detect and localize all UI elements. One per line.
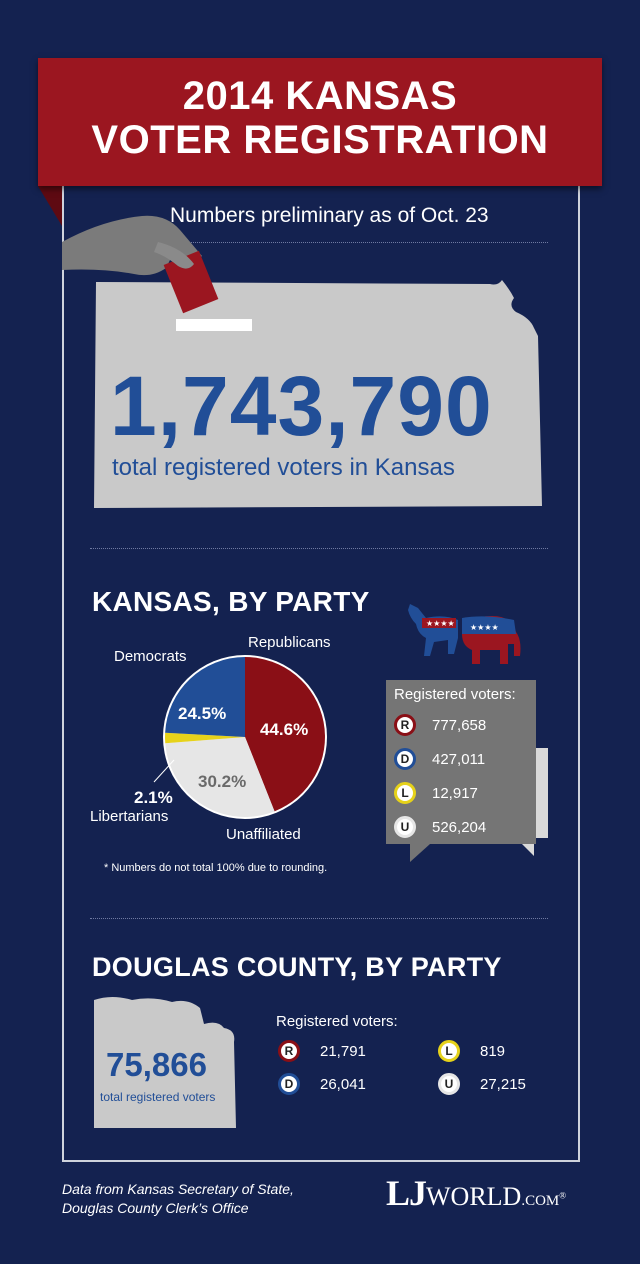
section-title-douglas-party: DOUGLAS COUNTY, BY PARTY bbox=[92, 952, 502, 982]
pie-percent-republicans: 44.6% bbox=[260, 720, 309, 739]
party-pie-chart bbox=[163, 655, 327, 819]
kansas-value-libertarian: 12,917 bbox=[432, 784, 478, 802]
pie-slice-republicans bbox=[245, 657, 325, 812]
section-title-kansas-party: KANSAS, BY PARTY bbox=[92, 586, 370, 617]
kansas-total-caption: total registered voters in Kansas bbox=[112, 454, 455, 481]
registered-voters-speech-box bbox=[386, 680, 548, 862]
kansas-map-icon bbox=[94, 280, 542, 508]
douglas-box-title: Registered voters: bbox=[276, 1013, 398, 1030]
pie-percent-democrats: 24.5% bbox=[178, 704, 227, 723]
douglas-total-caption: total registered voters bbox=[100, 1090, 216, 1104]
douglas-row-libertarian: L 819 bbox=[438, 1040, 505, 1062]
douglas-value-republican: 21,791 bbox=[320, 1042, 366, 1060]
pie-label-republicans: Republicans bbox=[248, 634, 331, 651]
democrat-badge-icon: D bbox=[394, 748, 416, 770]
source-line-2: Douglas County Clerk’s Office bbox=[62, 1200, 249, 1216]
title-line-2: VOTER REGISTRATION bbox=[91, 118, 549, 162]
logo-lj: LJ bbox=[386, 1173, 427, 1213]
douglas-value-unaffiliated: 27,215 bbox=[480, 1075, 526, 1093]
douglas-row-republican: R 21,791 bbox=[278, 1040, 366, 1062]
pie-slice-democrats bbox=[165, 657, 245, 737]
svg-text:★★★★: ★★★★ bbox=[470, 623, 499, 632]
libertarian-badge-icon: L bbox=[438, 1040, 460, 1062]
kansas-row-unaffiliated: U 526,204 bbox=[394, 816, 486, 838]
douglas-value-libertarian: 819 bbox=[480, 1042, 506, 1060]
logo-com: .COM bbox=[521, 1193, 560, 1209]
douglas-total-number: 75,866 bbox=[106, 1046, 207, 1083]
unaffiliated-badge-icon: U bbox=[394, 816, 416, 838]
banner-fold bbox=[38, 186, 62, 226]
libertarian-badge-icon: L bbox=[394, 782, 416, 804]
hand-ballot-icon bbox=[62, 215, 252, 331]
logo-world: WORLD bbox=[426, 1182, 522, 1211]
elephant-icon: ★★★★ bbox=[462, 616, 521, 664]
republican-badge-icon: R bbox=[394, 714, 416, 736]
kansas-value-republican: 777,658 bbox=[432, 716, 487, 734]
pie-percent-libertarians: 2.1% bbox=[134, 788, 173, 807]
kansas-value-unaffiliated: 526,204 bbox=[432, 818, 487, 836]
rounding-footnote: * Numbers do not total 100% due to round… bbox=[104, 862, 328, 874]
douglas-row-unaffiliated: U 27,215 bbox=[438, 1073, 526, 1095]
content-frame bbox=[62, 186, 580, 1162]
ljworld-logo: LJWORLD.COM® bbox=[386, 1172, 566, 1214]
subtitle: Numbers preliminary as of Oct. 23 bbox=[170, 204, 489, 227]
kansas-row-republican: R 777,658 bbox=[394, 714, 486, 736]
douglas-county-map-icon bbox=[94, 997, 236, 1128]
douglas-row-democrat: D 26,041 bbox=[278, 1073, 366, 1095]
logo-registered-mark: ® bbox=[559, 1190, 567, 1201]
libertarian-leader-line bbox=[153, 759, 175, 783]
unaffiliated-badge-icon: U bbox=[438, 1073, 460, 1095]
democrat-badge-icon: D bbox=[278, 1073, 300, 1095]
donkey-icon: ★★★★ bbox=[408, 604, 458, 656]
divider bbox=[90, 242, 548, 243]
kansas-row-democrat: D 427,011 bbox=[394, 748, 485, 770]
kansas-value-democrat: 427,011 bbox=[432, 750, 486, 768]
divider bbox=[90, 548, 548, 549]
title-line-1: 2014 KANSAS bbox=[182, 74, 458, 118]
title-banner: 2014 KANSAS VOTER REGISTRATION bbox=[38, 58, 602, 186]
svg-text:★★★★: ★★★★ bbox=[426, 619, 455, 628]
douglas-value-democrat: 26,041 bbox=[320, 1075, 366, 1093]
kansas-total-number: 1,743,790 bbox=[110, 359, 493, 453]
data-source-note: Data from Kansas Secretary of State, Dou… bbox=[62, 1180, 294, 1218]
kansas-row-libertarian: L 12,917 bbox=[394, 782, 478, 804]
pie-label-libertarians: Libertarians bbox=[90, 808, 169, 825]
divider bbox=[90, 918, 548, 919]
pie-percent-unaffiliated: 30.2% bbox=[198, 772, 247, 791]
pie-label-unaffiliated: Unaffiliated bbox=[226, 826, 301, 843]
pie-slice-libertarians bbox=[164, 732, 245, 744]
republican-badge-icon: R bbox=[278, 1040, 300, 1062]
kansas-box-title: Registered voters: bbox=[394, 686, 516, 703]
pie-slice-unaffiliated bbox=[165, 737, 275, 817]
pie-label-democrats: Democrats bbox=[114, 648, 187, 665]
source-line-1: Data from Kansas Secretary of State, bbox=[62, 1181, 294, 1197]
